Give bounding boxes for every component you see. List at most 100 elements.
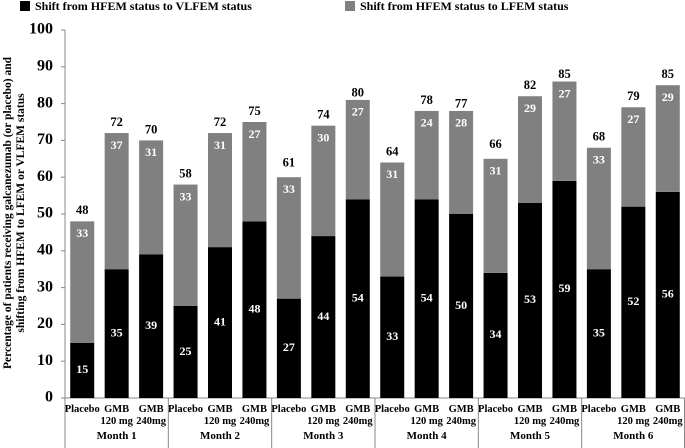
total-label: 80 <box>352 85 365 99</box>
x-tick-label: GMB 120 mg <box>617 404 650 427</box>
group-label: Month 1 <box>96 430 137 442</box>
bar-segment <box>276 177 301 299</box>
total-label: 68 <box>593 130 606 144</box>
segment-label: 15 <box>76 362 88 376</box>
bar-segment <box>621 107 646 207</box>
segment-label: 31 <box>145 145 157 159</box>
bar-segment <box>70 221 95 343</box>
bar-segment <box>552 180 577 398</box>
bar-segment <box>311 236 336 398</box>
segment-label: 35 <box>593 325 605 339</box>
x-tick-label: Placebo <box>478 404 514 415</box>
x-tick-label: Placebo <box>271 404 307 415</box>
y-tick-label: 10 <box>37 352 53 369</box>
segment-label: 33 <box>283 182 295 196</box>
x-tick-label: GMB 240mg <box>446 404 476 427</box>
bar-segment <box>655 191 680 398</box>
segment-label: 27 <box>248 127 260 141</box>
bar-segment <box>242 221 267 398</box>
segment-label: 30 <box>317 130 329 144</box>
y-tick-label: 30 <box>37 278 53 295</box>
bar-segment <box>518 202 542 398</box>
segment-label: 29 <box>524 101 536 115</box>
x-tick-label: GMB 120 mg <box>307 404 340 427</box>
total-label: 77 <box>455 97 468 111</box>
legend-label: Shift from HFEM status to VLFEM status <box>35 0 252 13</box>
group-label: Month 5 <box>509 430 550 442</box>
segment-label: 33 <box>180 189 192 203</box>
bar-segment <box>483 158 508 273</box>
bar-segment <box>208 247 232 398</box>
segment-label: 27 <box>283 340 295 354</box>
bar-segment <box>621 206 646 398</box>
bar-segment <box>380 162 405 277</box>
x-tick-label: GMB 120 mg <box>410 404 443 427</box>
bar-segment <box>552 81 577 181</box>
total-label: 78 <box>420 93 433 107</box>
bar-segment <box>70 342 95 398</box>
total-label: 64 <box>386 144 399 158</box>
bar-segment <box>483 272 508 398</box>
x-tick-label: GMB 240mg <box>239 404 270 427</box>
segment-label: 31 <box>386 167 398 181</box>
segment-label: 33 <box>593 153 605 167</box>
y-tick-label: 80 <box>37 94 53 111</box>
segment-label: 48 <box>248 301 260 315</box>
x-tick-label: GMB 240mg <box>136 404 166 427</box>
segment-label: 52 <box>627 294 639 308</box>
group-label: Month 6 <box>613 430 654 442</box>
y-tick-label: 60 <box>37 168 53 185</box>
segment-label: 27 <box>352 105 364 119</box>
segment-label: 28 <box>455 116 467 130</box>
bar-segment <box>173 184 198 306</box>
segment-label: 41 <box>214 314 226 328</box>
x-tick-label: GMB 120 mg <box>203 404 237 427</box>
y-tick-label: 40 <box>37 241 53 258</box>
legend-swatch <box>345 1 355 11</box>
segment-label: 54 <box>421 290 433 304</box>
bar-segment <box>276 298 301 398</box>
legend-label: Shift from HFEM status to LFEM status <box>360 0 569 13</box>
bar-segment <box>242 122 267 222</box>
bar-segment <box>449 110 474 214</box>
bar-segment <box>311 125 336 237</box>
bar-segment <box>173 306 198 398</box>
segment-label: 24 <box>421 116 433 130</box>
total-label: 66 <box>489 137 502 151</box>
bar-segment <box>655 85 680 192</box>
x-tick-label: Placebo <box>64 404 100 415</box>
bar-segment <box>208 133 232 248</box>
segment-label: 33 <box>386 329 398 343</box>
y-tick-label: 100 <box>29 21 53 38</box>
y-tick-label: 0 <box>45 389 53 406</box>
x-tick-label: GMB 240mg <box>549 404 580 427</box>
segment-label: 54 <box>352 290 364 304</box>
bar-segment <box>345 199 370 398</box>
segment-label: 33 <box>76 226 88 240</box>
x-tick-label: GMB 120 mg <box>513 404 547 427</box>
total-label: 82 <box>524 78 537 92</box>
total-label: 75 <box>248 104 261 118</box>
group-label: Month 3 <box>303 430 344 442</box>
bar-segment <box>518 96 542 203</box>
segment-label: 27 <box>627 112 639 126</box>
total-label: 74 <box>317 108 330 122</box>
total-label: 58 <box>179 166 192 180</box>
segment-label: 50 <box>455 298 467 312</box>
segment-label: 53 <box>524 292 536 306</box>
bar-segment <box>139 254 164 398</box>
y-tick-label: 70 <box>37 131 53 148</box>
y-tick-label: 50 <box>37 205 53 222</box>
segment-label: 27 <box>558 86 570 100</box>
group-label: Month 2 <box>199 430 240 442</box>
bar-segment <box>380 276 405 398</box>
segment-label: 35 <box>111 325 123 339</box>
segment-label: 44 <box>317 309 329 323</box>
group-label: Month 4 <box>406 430 447 442</box>
x-tick-label: GMB 120 mg <box>100 404 133 427</box>
x-tick-label: Placebo <box>374 404 410 415</box>
bar-segment <box>104 133 129 270</box>
bar-segment <box>414 110 439 200</box>
